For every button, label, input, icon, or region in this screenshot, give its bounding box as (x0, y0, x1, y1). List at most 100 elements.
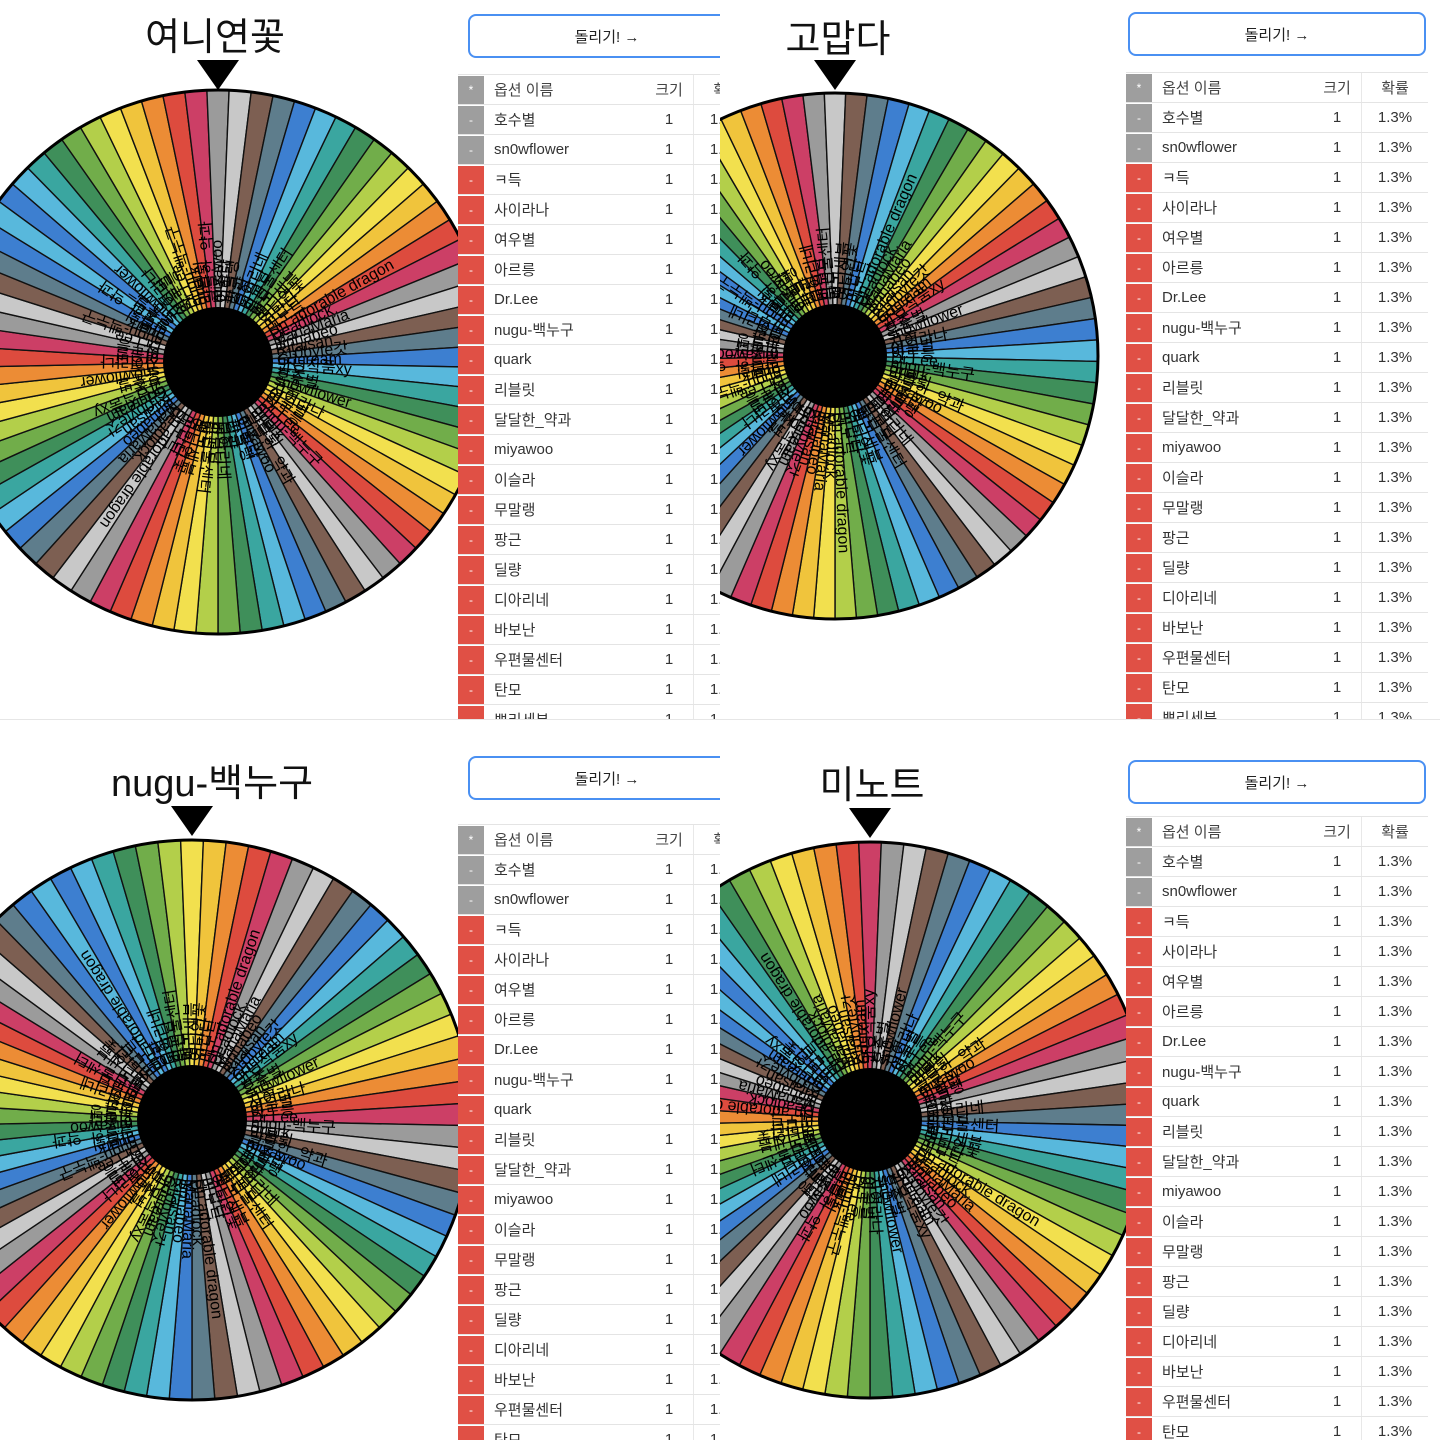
option-probability: 1.3% (693, 1095, 720, 1124)
remove-option-button[interactable]: - (458, 525, 484, 554)
remove-option-button[interactable]: - (458, 1335, 484, 1364)
remove-option-button[interactable]: - (1126, 1087, 1152, 1116)
remove-option-button[interactable]: - (458, 615, 484, 644)
remove-option-button[interactable]: - (458, 315, 484, 344)
remove-option-button[interactable]: - (1126, 193, 1152, 222)
remove-option-button[interactable]: - (1126, 463, 1152, 492)
remove-option-button[interactable]: - (458, 1185, 484, 1214)
remove-option-button[interactable]: - (1126, 1177, 1152, 1206)
remove-option-button[interactable]: - (1126, 967, 1152, 996)
remove-option-button[interactable]: - (1126, 523, 1152, 552)
remove-option-button[interactable]: - (1126, 583, 1152, 612)
remove-option-button[interactable]: - (458, 1065, 484, 1094)
select-all-button[interactable]: * (1126, 73, 1152, 102)
remove-option-button[interactable]: - (1126, 283, 1152, 312)
remove-option-button[interactable]: - (1126, 1417, 1152, 1440)
remove-option-button[interactable]: - (1126, 877, 1152, 906)
remove-option-button[interactable]: - (458, 345, 484, 374)
remove-option-button[interactable]: - (1126, 1117, 1152, 1146)
remove-option-button[interactable]: - (1126, 343, 1152, 372)
option-probability: 1.3% (1361, 1057, 1428, 1086)
remove-option-button[interactable]: - (1126, 1027, 1152, 1056)
svg-text:nugu-백누구: nugu-백누구 (250, 1114, 336, 1137)
remove-option-button[interactable]: - (458, 255, 484, 284)
remove-option-button[interactable]: - (1126, 673, 1152, 702)
remove-option-button[interactable]: - (458, 105, 484, 134)
remove-option-button[interactable]: - (458, 585, 484, 614)
remove-option-button[interactable]: - (458, 975, 484, 1004)
remove-option-button[interactable]: - (458, 1305, 484, 1334)
option-name: 이슬라 (494, 472, 536, 489)
remove-option-button[interactable]: - (1126, 1357, 1152, 1386)
remove-option-button[interactable]: - (458, 1155, 484, 1184)
spinner-wheel[interactable]: 호수별sn0wflowerㅋ득사이라나여우별아르릉Dr.Leenugu-백누구q… (0, 87, 493, 637)
remove-option-button[interactable]: - (1126, 997, 1152, 1026)
remove-option-button[interactable]: - (1126, 1237, 1152, 1266)
remove-option-button[interactable]: - (458, 705, 484, 719)
remove-option-button[interactable]: - (458, 1245, 484, 1274)
remove-option-button[interactable]: - (458, 165, 484, 194)
remove-option-button[interactable]: - (458, 1425, 484, 1440)
remove-option-button[interactable]: - (458, 375, 484, 404)
spin-button[interactable]: 돌리기! → (468, 756, 720, 800)
remove-option-button[interactable]: - (458, 1215, 484, 1244)
remove-option-button[interactable]: - (458, 1095, 484, 1124)
remove-option-button[interactable]: - (458, 1275, 484, 1304)
remove-option-button[interactable]: - (1126, 937, 1152, 966)
spin-button[interactable]: 돌리기! → (1128, 12, 1426, 56)
remove-option-button[interactable]: - (1126, 103, 1152, 132)
remove-option-button[interactable]: - (458, 885, 484, 914)
remove-option-button[interactable]: - (1126, 1297, 1152, 1326)
remove-option-button[interactable]: - (458, 855, 484, 884)
remove-option-button[interactable]: - (1126, 403, 1152, 432)
remove-option-button[interactable]: - (1126, 433, 1152, 462)
remove-option-button[interactable]: - (458, 675, 484, 704)
remove-option-button[interactable]: - (1126, 373, 1152, 402)
remove-option-button[interactable]: - (1126, 253, 1152, 282)
remove-option-button[interactable]: - (1126, 613, 1152, 642)
remove-option-button[interactable]: - (1126, 643, 1152, 672)
spinner-wheel[interactable]: nugu-백누구quark리블릿달달한_약과miyawoo이슬라무말랭팡근딜량디… (720, 90, 1101, 622)
remove-option-button[interactable]: - (1126, 553, 1152, 582)
remove-option-button[interactable]: - (458, 645, 484, 674)
remove-option-button[interactable]: - (458, 1365, 484, 1394)
remove-option-button[interactable]: - (1126, 847, 1152, 876)
remove-option-button[interactable]: - (458, 225, 484, 254)
remove-option-button[interactable]: - (1126, 1207, 1152, 1236)
remove-option-button[interactable]: - (458, 1005, 484, 1034)
remove-option-button[interactable]: - (1126, 1057, 1152, 1086)
select-all-button[interactable]: * (458, 825, 484, 854)
remove-option-button[interactable]: - (458, 495, 484, 524)
remove-option-button[interactable]: - (458, 1125, 484, 1154)
select-all-button[interactable]: * (1126, 817, 1152, 846)
remove-option-button[interactable]: - (458, 195, 484, 224)
remove-option-button[interactable]: - (1126, 163, 1152, 192)
remove-option-button[interactable]: - (458, 945, 484, 974)
remove-option-button[interactable]: - (1126, 133, 1152, 162)
remove-option-button[interactable]: - (458, 405, 484, 434)
remove-option-button[interactable]: - (1126, 223, 1152, 252)
remove-option-button[interactable]: - (1126, 1267, 1152, 1296)
spin-button[interactable]: 돌리기! → (468, 14, 720, 58)
remove-option-button[interactable]: - (1126, 1387, 1152, 1416)
remove-option-button[interactable]: - (1126, 1147, 1152, 1176)
select-all-button[interactable]: * (458, 75, 484, 104)
remove-option-button[interactable]: - (458, 915, 484, 944)
remove-option-button[interactable]: - (1126, 703, 1152, 719)
remove-option-button[interactable]: - (458, 285, 484, 314)
remove-option-button[interactable]: - (458, 435, 484, 464)
remove-option-button[interactable]: - (1126, 493, 1152, 522)
remove-option-button[interactable]: - (1126, 907, 1152, 936)
remove-option-button[interactable]: - (458, 465, 484, 494)
remove-option-button[interactable]: - (458, 135, 484, 164)
wheel-pointer-icon (171, 806, 213, 836)
remove-option-button[interactable]: - (1126, 313, 1152, 342)
remove-option-button[interactable]: - (458, 1035, 484, 1064)
remove-option-button[interactable]: - (458, 555, 484, 584)
spin-button[interactable]: 돌리기! → (1128, 760, 1426, 804)
svg-text:아르릉: 아르릉 (850, 1175, 873, 1221)
remove-option-button[interactable]: - (1126, 1327, 1152, 1356)
remove-option-button[interactable]: - (458, 1395, 484, 1424)
